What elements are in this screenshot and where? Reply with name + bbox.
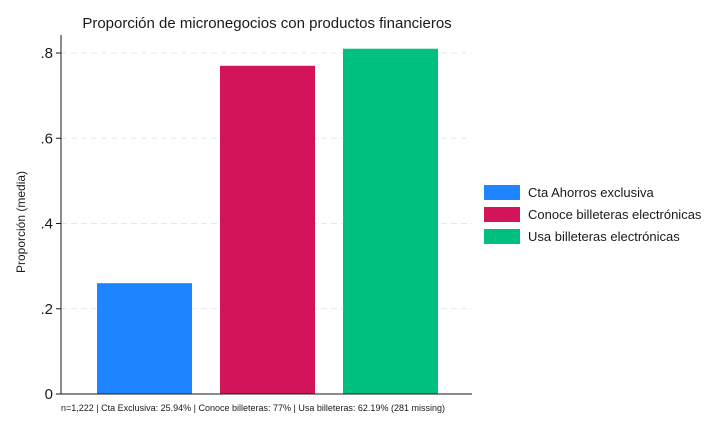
bar (343, 48, 438, 395)
bar (220, 65, 315, 394)
legend: Cta Ahorros exclusiva Conoce billeteras e… (484, 185, 702, 244)
legend-swatch (484, 229, 520, 244)
legend-label: Cta Ahorros exclusiva (528, 185, 654, 200)
legend-swatch (484, 207, 520, 222)
y-tick-label: .6 (40, 130, 53, 147)
y-axis-label: Proporción (media) (14, 171, 28, 273)
bars (97, 48, 438, 395)
y-tick-label: .8 (40, 45, 53, 62)
legend-swatch (484, 185, 520, 200)
legend-label: Usa billeteras electrónicas (528, 229, 680, 244)
bar (97, 283, 192, 394)
y-axis: 0 .2 .4 .6 .8 (40, 35, 472, 403)
y-tick-label: .4 (40, 216, 53, 233)
y-tick-label: 0 (45, 386, 53, 403)
chart-title: Proporción de micronegocios con producto… (82, 15, 451, 32)
y-tick-label: .2 (40, 301, 53, 318)
footnote: n=1,222 | Cta Exclusiva: 25.94% | Conoce… (61, 403, 445, 413)
legend-label: Conoce billeteras electrónicas (528, 207, 702, 222)
